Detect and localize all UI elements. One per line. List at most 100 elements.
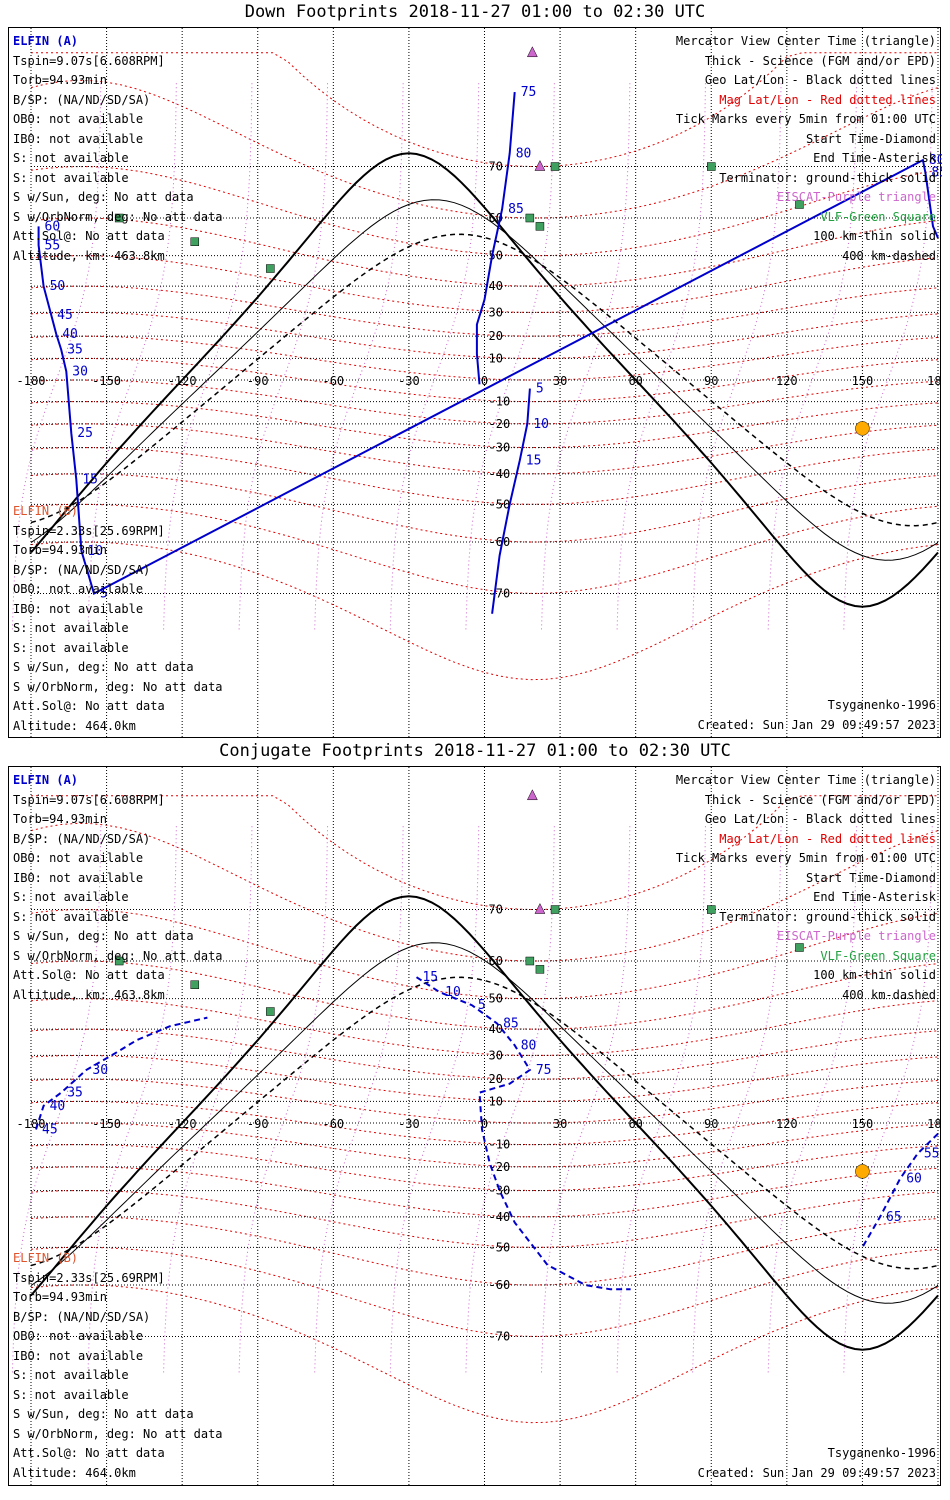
mag-lon-line [238, 80, 329, 630]
top-panel: -180-150-120-90-60-300306090120150180-70… [8, 27, 942, 739]
info-line: B/SP: (NA/ND/SD/SA) [13, 92, 151, 107]
info-line: S: not available [13, 890, 129, 904]
lon-tick-label: -30 [398, 374, 420, 388]
lat-tick-label: -60 [489, 535, 511, 549]
vlf-square [795, 200, 804, 209]
info-line: S: not available [13, 1387, 129, 1402]
elfin-b-block: ELFIN (B) Tspin=2.33s[25.69RPM] Torb=94.9… [13, 1249, 223, 1483]
footprint-track [415, 976, 631, 1291]
lon-tick-label: 0 [481, 1117, 488, 1131]
lon-tick-label: 180 [927, 374, 942, 388]
tick-time-label: 85 [931, 166, 942, 181]
lon-tick-label: -180 [17, 374, 46, 388]
lat-tick-label: -50 [489, 1240, 511, 1254]
terminator-line [30, 199, 939, 561]
mag-lon-line [692, 80, 782, 630]
created-label: Created: Sun Jan 29 09:49:57 2023 [697, 1466, 936, 1480]
tick-time-label: 80 [521, 1038, 537, 1053]
legend-entry: 100 km-thin solid [813, 229, 936, 243]
lon-tick-label: 150 [852, 374, 874, 388]
mag-lat-line [30, 312, 939, 359]
tick-time-label: 5 [100, 586, 108, 601]
lon-tick-label: 0 [481, 374, 488, 388]
tick-time-label: 5 [478, 998, 486, 1013]
lat-tick-label: -20 [489, 1160, 511, 1174]
info-line: Altitude, km: 463.8km [13, 248, 165, 263]
footprint-track [35, 1016, 208, 1130]
eiscat-triangle [526, 789, 538, 801]
elfin-b-name: ELFIN (B) [13, 504, 79, 518]
mag-lon-line [541, 80, 631, 630]
legend-entry: 100 km-thin solid [813, 968, 936, 982]
elfin-a-name: ELFIN (A) [13, 34, 79, 48]
info-line: OBO: not available [13, 582, 144, 596]
sun-icon [855, 421, 870, 436]
info-line: S w/OrbNorm, deg: No att data [13, 1426, 223, 1441]
terminator-line [30, 895, 939, 1351]
info-line: S: not available [13, 640, 129, 655]
bottom-panel-title: Conjugate Footprints 2018-11-27 01:00 to… [219, 741, 731, 761]
tick-time-label: 30 [72, 364, 88, 379]
vlf-square [266, 1007, 275, 1016]
mag-lon-line [843, 80, 933, 630]
info-line: S w/OrbNorm, deg: No att data [13, 948, 223, 963]
legend: Mercator View Center Time (triangle) Thic… [676, 771, 936, 1005]
eiscat-triangle [534, 159, 546, 171]
legend: Mercator View Center Time (triangle) Thic… [676, 32, 936, 266]
lat-tick-label: 30 [489, 1048, 503, 1062]
tick-time-label: 85 [508, 202, 524, 217]
legend-entry: Terminator: ground-thick solid [719, 170, 936, 185]
mag-lon-line [541, 823, 631, 1373]
info-line: Torb=94.93min [13, 1290, 107, 1304]
mag-lon-line [616, 823, 706, 1373]
lat-tick-label: 10 [489, 351, 503, 365]
mag-lat-line [30, 473, 939, 543]
info-line: OBO: not available [13, 1329, 144, 1343]
footprint-track [491, 388, 531, 614]
lat-tick-label: -60 [489, 1278, 511, 1292]
legend-entry: EISCAT-Purple triangle [777, 929, 936, 943]
eiscat-triangle [526, 46, 538, 58]
mag-lat-line [30, 447, 939, 505]
elfin-a-name: ELFIN (A) [13, 773, 79, 787]
lat-tick-label: -10 [489, 395, 511, 409]
info-line: S w/Sun, deg: No att data [13, 1407, 194, 1421]
lat-tick-label: 20 [489, 329, 503, 343]
vlf-square [795, 943, 804, 952]
lat-tick-label: -40 [489, 467, 511, 481]
lat-tick-label: 40 [489, 1022, 503, 1036]
mag-lon-line [314, 80, 404, 630]
lat-tick-label: -10 [489, 1138, 511, 1152]
info-line: Tspin=2.33s[25.69RPM] [13, 1270, 165, 1285]
lat-tick-label: 10 [489, 1094, 503, 1108]
lon-tick-label: -90 [247, 1117, 269, 1131]
mag-lat-line [30, 1028, 939, 1080]
info-line: S: not available [13, 151, 129, 165]
tick-time-label: 45 [42, 1122, 58, 1137]
lat-tick-label: -70 [489, 586, 511, 600]
vlf-square [535, 222, 545, 231]
tick-time-label: 80 [516, 146, 532, 161]
lon-tick-label: 30 [553, 374, 567, 388]
vlf-square [550, 905, 560, 914]
model-label: Tsyganenko-1996 [827, 698, 936, 712]
legend-entry: EISCAT-Purple triangle [777, 190, 936, 204]
lon-tick-label: 90 [704, 1117, 718, 1131]
tick-time-label: 35 [67, 1086, 83, 1101]
lon-tick-label: -150 [92, 374, 121, 388]
vlf-square [525, 213, 535, 223]
lat-tick-label: -70 [489, 1329, 511, 1343]
top-panel-title: Down Footprints 2018-11-27 01:00 to 02:3… [244, 2, 706, 22]
legend-entry: VLF-Green Square [820, 209, 936, 224]
lon-tick-label: -180 [17, 1117, 46, 1131]
tick-time-label: 15 [422, 970, 438, 985]
tick-time-label: 55 [924, 1146, 940, 1161]
info-line: S: not available [13, 621, 129, 635]
terminator-line [30, 152, 939, 608]
lon-tick-label: 120 [776, 374, 798, 388]
info-line: Tspin=9.07s[6.608RPM] [13, 792, 165, 807]
lon-tick-label: 180 [927, 1117, 942, 1131]
mag-lon-line [767, 823, 858, 1373]
vlf-square [707, 905, 716, 914]
lat-tick-label: 40 [489, 279, 503, 293]
